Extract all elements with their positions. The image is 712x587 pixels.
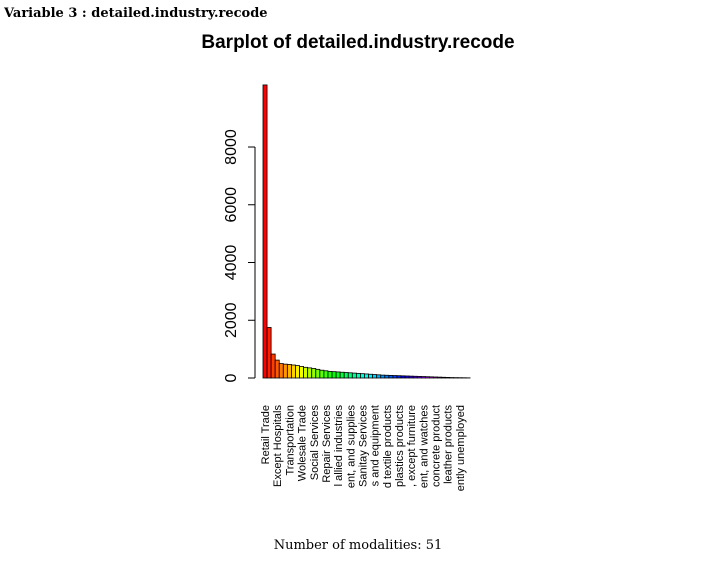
bar bbox=[315, 368, 321, 379]
bar bbox=[270, 353, 276, 379]
bar bbox=[282, 363, 288, 379]
x-tick-label: Repair Services bbox=[321, 405, 333, 483]
x-tick-label: concrete product bbox=[431, 405, 443, 487]
x-tick-label: Retail Trade bbox=[260, 405, 272, 464]
bar bbox=[424, 376, 430, 379]
x-labels: Retail Trade Except Hospitals Transportati… bbox=[260, 405, 467, 492]
bar bbox=[429, 376, 434, 379]
footer: Number of modalities: 51 bbox=[274, 538, 443, 553]
chart-title: Barplot of detailed.industry.recode bbox=[201, 32, 514, 53]
bar bbox=[295, 365, 300, 379]
bar bbox=[319, 369, 325, 379]
y-tick-label: 6000 bbox=[223, 187, 240, 223]
x-tick-label: Except Hospitals bbox=[272, 405, 284, 487]
bar bbox=[412, 375, 418, 379]
bar bbox=[286, 364, 292, 379]
bar bbox=[384, 374, 390, 379]
y-tick-label: 4000 bbox=[223, 245, 240, 281]
bar bbox=[380, 374, 386, 379]
bar bbox=[404, 375, 410, 379]
bar bbox=[278, 363, 284, 379]
bar bbox=[291, 364, 296, 379]
bar bbox=[355, 372, 361, 379]
bar bbox=[262, 84, 268, 379]
x-tick-label: Sanitay Services bbox=[357, 405, 369, 487]
bar bbox=[343, 372, 349, 379]
x-tick-label: plastics products bbox=[394, 405, 406, 487]
bar bbox=[408, 375, 414, 379]
bar bbox=[327, 370, 333, 379]
bar bbox=[364, 373, 369, 379]
x-tick-label: d textile products bbox=[382, 405, 394, 489]
bar bbox=[396, 375, 402, 379]
y-tick-label: 0 bbox=[223, 373, 240, 382]
bar bbox=[299, 366, 305, 379]
x-tick-label: s and equipment bbox=[370, 405, 382, 486]
x-tick-label: leather products bbox=[443, 405, 455, 484]
header: Variable 3 : detailed.industry.recode bbox=[3, 6, 268, 21]
bar bbox=[445, 377, 451, 379]
bar bbox=[372, 374, 378, 379]
bar bbox=[323, 370, 329, 379]
bar bbox=[400, 375, 406, 379]
x-tick-label: ent, and watches bbox=[418, 405, 430, 489]
bar bbox=[388, 375, 394, 379]
bar bbox=[331, 371, 337, 379]
x-tick-label: Social Services bbox=[309, 405, 321, 481]
x-tick-label: ent, and supplies bbox=[345, 405, 357, 489]
y-tick-label: 2000 bbox=[223, 302, 240, 338]
bar bbox=[351, 372, 357, 379]
bar bbox=[360, 373, 365, 379]
bar bbox=[368, 373, 374, 379]
bar bbox=[376, 374, 382, 379]
x-tick-label: l allied industries bbox=[333, 405, 345, 487]
bar bbox=[433, 376, 438, 379]
bar bbox=[311, 368, 317, 379]
bar bbox=[339, 371, 345, 379]
bar bbox=[441, 376, 447, 379]
y-tick-label: 8000 bbox=[223, 129, 240, 165]
bar bbox=[416, 376, 422, 379]
x-tick-label: ently unemployed bbox=[455, 405, 467, 491]
x-tick-label: , except furniture bbox=[406, 405, 418, 487]
bar bbox=[307, 367, 313, 379]
x-tick-label: Wolesale Trade bbox=[297, 405, 309, 481]
x-tick-label: Transportation bbox=[284, 405, 296, 476]
bar bbox=[437, 376, 443, 379]
bar bbox=[392, 375, 398, 379]
bar bbox=[303, 366, 309, 379]
bar bbox=[266, 327, 272, 379]
bar bbox=[420, 376, 426, 379]
bar bbox=[335, 371, 341, 379]
bar bbox=[274, 359, 280, 379]
bar bbox=[347, 372, 353, 379]
